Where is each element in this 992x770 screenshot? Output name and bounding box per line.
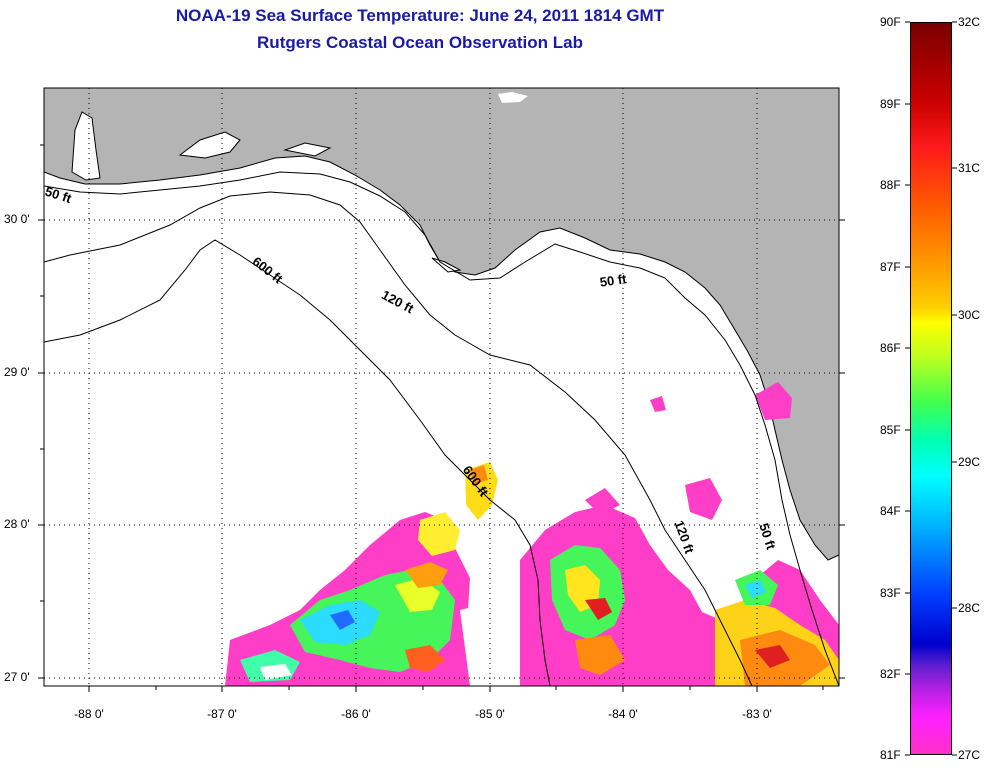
cb-label-28C: 28C	[958, 601, 981, 615]
lat-label-28: 28 0'	[4, 517, 30, 531]
contour-label-50ft-east: 50 ft	[599, 271, 628, 290]
cb-label-89F: 89F	[880, 97, 901, 111]
cb-label-29C: 29C	[958, 455, 981, 469]
sst-data	[225, 382, 839, 686]
lat-label-29: 29 0'	[4, 365, 30, 379]
cb-label-81F: 81F	[880, 748, 901, 762]
temperature-colorbar	[910, 22, 952, 755]
cb-label-87F: 87F	[880, 260, 901, 274]
lon-label-86: -86 0'	[341, 707, 371, 721]
cb-label-86F: 86F	[880, 341, 901, 355]
cb-label-90F: 90F	[880, 15, 901, 29]
lat-label-27: 27 0'	[4, 670, 30, 684]
lon-label-84: -84 0'	[608, 707, 638, 721]
map-title: NOAA-19 Sea Surface Temperature: June 24…	[175, 6, 665, 25]
lon-label-88: -88 0'	[74, 707, 104, 721]
cb-label-30C: 30C	[958, 308, 981, 322]
lon-label-87: -87 0'	[207, 707, 237, 721]
cb-label-31C: 31C	[958, 161, 981, 175]
map-subtitle: Rutgers Coastal Ocean Observation Lab	[257, 33, 583, 52]
cb-label-84F: 84F	[880, 504, 901, 518]
lon-label-83: -83 0'	[742, 707, 772, 721]
cb-label-88F: 88F	[880, 178, 901, 192]
cb-label-83F: 83F	[880, 586, 901, 600]
cb-label-27C: 27C	[958, 748, 981, 762]
cb-label-82F: 82F	[880, 667, 901, 681]
cb-label-32C: 32C	[958, 15, 981, 29]
contour-120ft	[44, 191, 753, 686]
contour-600ft	[44, 239, 551, 686]
contour-50ft	[44, 171, 839, 686]
lat-label-30: 30 0'	[4, 212, 30, 226]
land-mass	[44, 88, 839, 561]
plot-frame	[43, 87, 840, 687]
cb-label-85F: 85F	[880, 423, 901, 437]
lon-label-85: -85 0'	[475, 707, 505, 721]
